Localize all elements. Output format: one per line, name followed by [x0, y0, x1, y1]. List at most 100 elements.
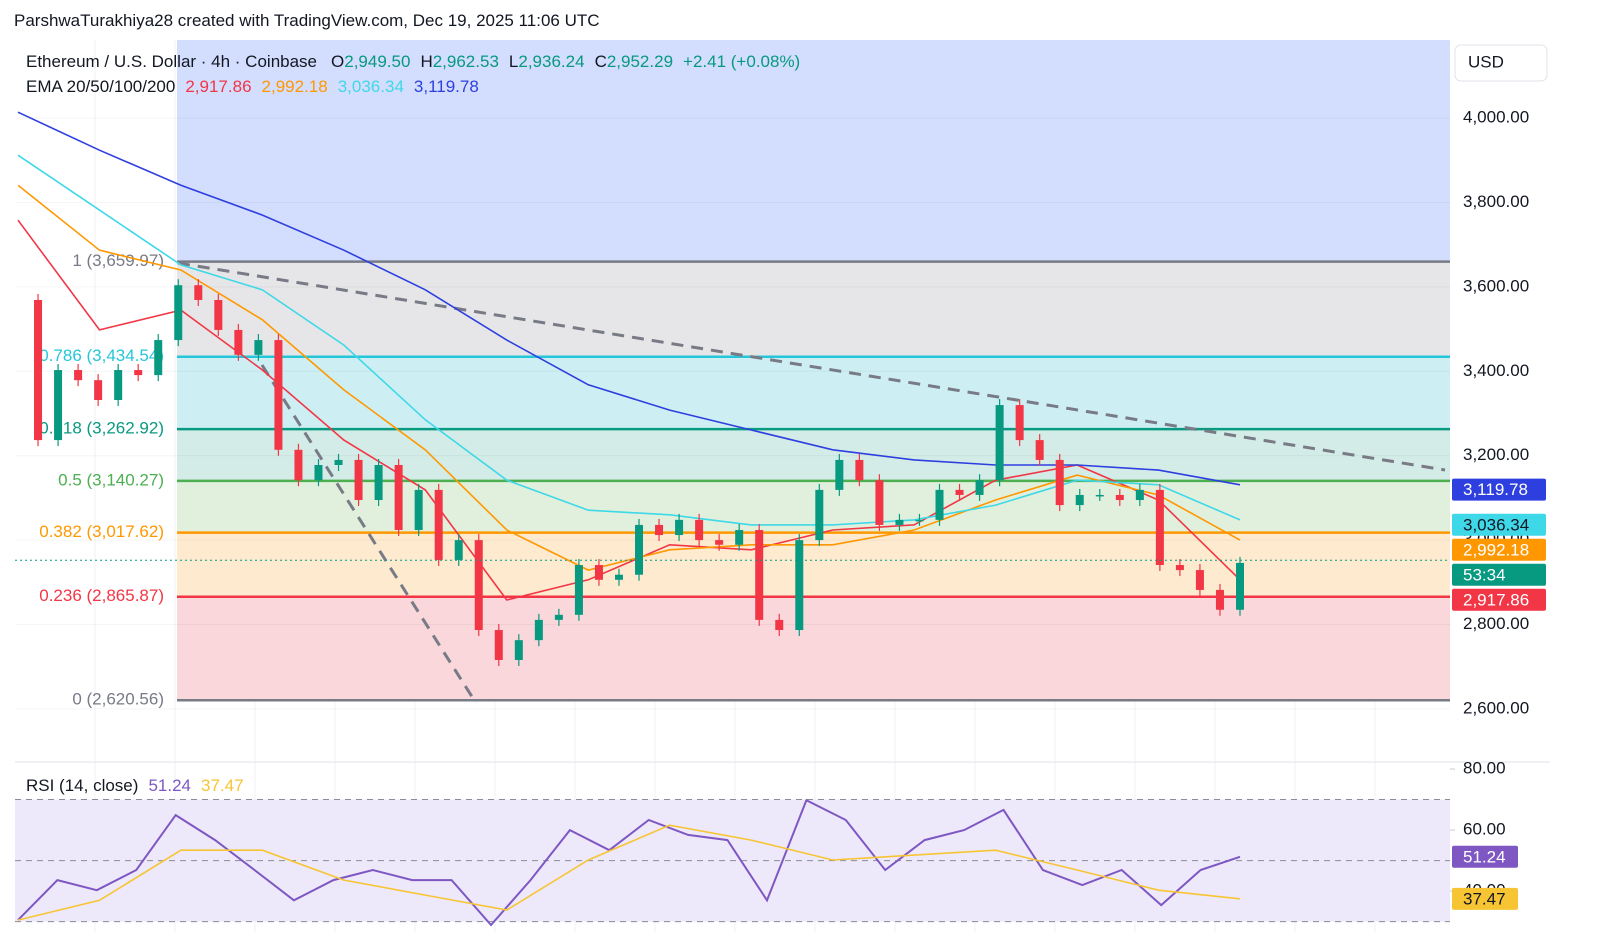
currency: USD — [1468, 52, 1504, 71]
fib-label: 0.5 (3,140.27) — [58, 470, 164, 489]
symbol-title: Ethereum / U.S. Dollar · 4h · Coinbase — [26, 52, 318, 71]
candle — [1175, 565, 1184, 571]
ohlc-name: O — [331, 52, 345, 71]
ema-value: 3,036.34 — [337, 77, 404, 96]
currency-box — [1454, 44, 1548, 82]
candle — [614, 574, 623, 580]
attribution: ParshwaTurakhiya28 created with TradingV… — [14, 11, 600, 30]
candle — [354, 459, 363, 501]
candle — [594, 565, 603, 580]
ohlc-name: H — [420, 52, 433, 71]
candle — [715, 540, 724, 545]
fib-label: 0.382 (3,017.62) — [39, 522, 164, 541]
y-tick-label: 80.00 — [1463, 759, 1506, 778]
price-tag — [1452, 513, 1546, 536]
ohlc-value: 2,936.24 — [518, 52, 585, 71]
y-tick-label: 4,000.00 — [1463, 108, 1529, 127]
fib-label: 0.618 (3,262.92) — [39, 419, 164, 438]
candle — [114, 370, 123, 400]
ema-legend: EMA 20/50/100/200 2,917.86 2,992.18 3,036.3… — [26, 77, 489, 97]
candle — [314, 464, 323, 481]
candle — [875, 480, 884, 525]
candle — [494, 630, 503, 660]
fib-zone — [177, 596, 1450, 701]
candle — [1115, 494, 1124, 501]
candle — [394, 464, 403, 530]
ema-value: 3,119.78 — [413, 77, 479, 96]
price-legend: Ethereum / U.S. Dollar · 4h · Coinbase O2… — [26, 52, 806, 72]
ema-value: 2,917.86 — [185, 77, 252, 96]
price-tag-label: 3,036.34 — [1463, 515, 1529, 534]
candle — [815, 489, 824, 541]
candle — [935, 489, 944, 520]
candle — [915, 519, 924, 522]
price-tag-label: 2,992.18 — [1463, 540, 1529, 559]
candle — [554, 614, 563, 620]
fib-label: 0 (2,620.56) — [72, 690, 164, 709]
candle — [1195, 570, 1204, 590]
indicator-name: EMA 20/50/100/200 — [26, 77, 176, 96]
candle — [294, 449, 303, 481]
y-tick-label: 3,800.00 — [1463, 192, 1529, 211]
candle — [995, 405, 1004, 481]
candle — [274, 340, 283, 450]
y-tick-label: 3,200.00 — [1463, 445, 1529, 464]
fib-zone — [177, 261, 1450, 357]
candle — [895, 519, 904, 525]
candle — [795, 540, 804, 631]
rsi-title: RSI (14, close) — [26, 776, 139, 795]
candle — [1095, 494, 1104, 497]
candle — [94, 380, 103, 400]
ohlc-name: L — [508, 52, 519, 71]
candle — [1075, 494, 1084, 506]
candle — [855, 459, 864, 481]
candle — [975, 480, 984, 495]
price-tag — [1452, 588, 1546, 611]
candle — [234, 329, 243, 355]
y-tick-label: 3,600.00 — [1463, 276, 1529, 295]
candle — [54, 370, 63, 441]
ohlc-value: 2,952.29 — [606, 52, 674, 71]
candle — [434, 489, 443, 560]
candle — [574, 565, 583, 615]
y-tick-label: 2,600.00 — [1463, 698, 1529, 717]
ema-line — [17, 184, 1241, 571]
candle — [735, 529, 744, 545]
candle — [1015, 405, 1024, 441]
candle — [334, 459, 343, 465]
rsi-tag — [1452, 887, 1518, 910]
fib-label: 0.786 (3,434.54) — [39, 346, 164, 365]
candle — [1035, 440, 1044, 460]
price-tag-label: 3,119.78 — [1463, 480, 1528, 499]
candle — [675, 519, 684, 536]
candle — [174, 285, 183, 341]
rsi-tag — [1452, 845, 1518, 868]
candle — [835, 459, 844, 490]
rsi-value: 37.47 — [200, 776, 244, 795]
rsi-tag-label: 51.24 — [1463, 847, 1506, 866]
candle — [34, 299, 43, 441]
candle — [635, 524, 644, 575]
rsi-tag-label: 37.47 — [1463, 889, 1506, 908]
candle — [474, 540, 483, 631]
fib-zone — [177, 356, 1450, 430]
candle — [254, 340, 263, 355]
candle — [414, 489, 423, 530]
candle — [1155, 489, 1164, 566]
ohlc-value: 2,949.50 — [344, 52, 411, 71]
fib-zone — [177, 480, 1450, 533]
ohlc-value: 2,962.53 — [432, 52, 499, 71]
rsi-value: 51.24 — [148, 776, 191, 795]
rsi-legend: RSI (14, close) 51.24 37.47 — [26, 776, 254, 796]
price-tag-label: 2,917.86 — [1463, 590, 1529, 609]
candle — [1215, 589, 1224, 610]
candle — [514, 640, 523, 660]
candle — [1135, 489, 1144, 501]
candle — [194, 285, 203, 300]
trend-line — [177, 261, 1446, 472]
ema-line — [17, 111, 1241, 486]
candle — [755, 529, 764, 620]
price-tag-label: 53:34 — [1463, 565, 1506, 584]
